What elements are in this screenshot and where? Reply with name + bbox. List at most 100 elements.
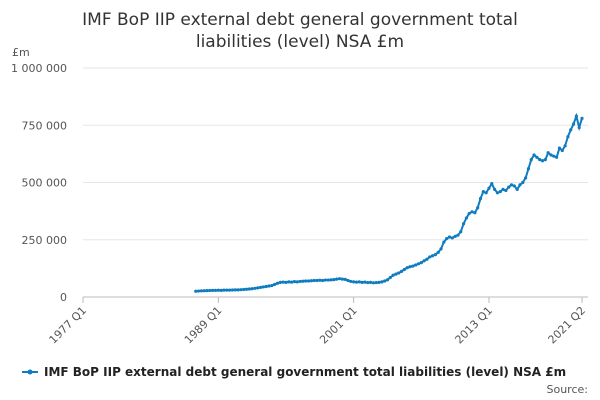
data-point — [445, 237, 449, 241]
data-point — [391, 273, 395, 277]
data-point — [340, 277, 344, 281]
data-point — [216, 288, 220, 292]
data-point — [574, 114, 578, 118]
data-point — [211, 288, 215, 292]
data-point — [385, 278, 390, 282]
data-point — [447, 235, 452, 239]
source: Source: — [547, 383, 589, 396]
data-point — [357, 280, 361, 284]
data-point — [287, 280, 291, 284]
data-point — [326, 278, 330, 282]
data-point — [298, 279, 302, 284]
data-line — [195, 112, 583, 293]
data-point — [360, 280, 364, 284]
y-tick-label: 250 000 — [22, 234, 68, 247]
data-point — [261, 285, 266, 289]
data-point — [495, 191, 500, 195]
data-point — [278, 280, 282, 284]
data-point — [529, 158, 533, 162]
data-point — [414, 263, 418, 267]
data-point — [290, 280, 294, 284]
chart-title: IMF BoP IIP external debt general govern… — [82, 10, 518, 52]
data-point — [292, 280, 297, 284]
data-point — [284, 280, 288, 284]
x-tick-label: 1989 Q1 — [182, 304, 225, 347]
data-point — [470, 210, 474, 214]
y-unit: £m — [12, 46, 30, 59]
data-point — [504, 188, 508, 193]
data-point — [332, 277, 336, 282]
data-point — [549, 153, 553, 157]
data-point — [230, 288, 235, 292]
data-point — [515, 187, 519, 191]
data-point — [208, 288, 212, 293]
data-point — [239, 288, 243, 292]
data-point — [242, 287, 246, 292]
data-point — [571, 122, 576, 126]
data-point — [459, 230, 463, 234]
data-point — [301, 279, 305, 283]
data-point — [433, 253, 438, 257]
data-point — [306, 279, 311, 283]
data-point — [405, 266, 409, 270]
data-point — [383, 279, 387, 283]
data-point — [363, 280, 367, 284]
data-point — [343, 277, 347, 281]
data-point — [484, 191, 488, 195]
data-point — [397, 271, 401, 275]
data-point — [425, 257, 429, 261]
y-tick-label: 750 000 — [22, 119, 68, 132]
data-point — [233, 288, 237, 292]
data-point — [264, 284, 268, 289]
data-point — [312, 278, 316, 283]
data-point — [374, 280, 378, 285]
data-point — [219, 288, 223, 292]
data-point — [498, 190, 502, 194]
data-point — [481, 190, 485, 194]
y-tick-label: 500 000 — [22, 177, 68, 190]
data-point — [535, 155, 539, 159]
data-point — [377, 280, 381, 284]
data-point — [315, 278, 319, 283]
data-point — [275, 281, 280, 285]
data-point — [295, 280, 299, 284]
data-point — [569, 128, 573, 132]
data-point — [467, 211, 471, 216]
y-tick-label: 0 — [60, 291, 67, 304]
data-point — [273, 282, 277, 287]
data-point — [439, 247, 443, 251]
data-point — [557, 146, 562, 150]
data-point — [202, 289, 206, 293]
data-point — [259, 285, 263, 289]
data-point — [538, 158, 542, 162]
data-point — [464, 216, 469, 220]
data-point — [227, 288, 232, 292]
data-point — [196, 289, 201, 293]
y-tick-label: 1 000 000 — [11, 62, 67, 75]
data-point — [335, 277, 339, 281]
data-point — [371, 281, 375, 285]
data-point — [329, 278, 333, 282]
data-point — [436, 250, 440, 254]
data-point — [349, 279, 353, 284]
data-point — [487, 186, 491, 190]
data-point — [552, 154, 556, 158]
data-point — [526, 167, 531, 171]
data-point — [566, 135, 570, 139]
data-point — [354, 280, 359, 284]
data-point — [478, 196, 483, 201]
data-point — [419, 261, 423, 265]
data-point — [532, 153, 536, 157]
data-point — [270, 283, 274, 288]
data-point — [267, 284, 271, 288]
data-point — [394, 272, 398, 276]
data-point — [563, 144, 567, 148]
data-point — [411, 264, 415, 268]
data-point — [366, 280, 370, 285]
data-point — [521, 180, 525, 185]
data-point — [205, 288, 209, 293]
data-point — [524, 176, 528, 180]
data-point — [304, 279, 308, 283]
data-point — [368, 280, 373, 284]
